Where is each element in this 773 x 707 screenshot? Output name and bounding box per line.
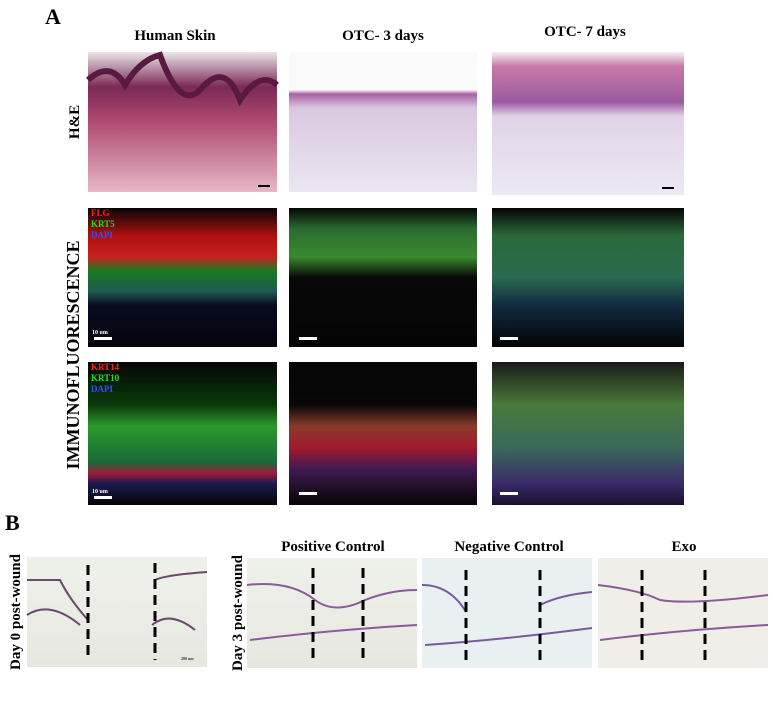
stain-label: KRT14: [91, 362, 120, 372]
scale-bar: [258, 185, 270, 187]
column-header: Human Skin: [134, 28, 216, 44]
wound-image: 200 um: [26, 557, 208, 667]
stain-label: DAPI: [91, 230, 113, 240]
if-image: [492, 208, 684, 347]
panel-label: B: [5, 510, 20, 535]
if-image: [88, 362, 277, 505]
scale-bar-label: 10 um: [92, 330, 108, 336]
if-image: [289, 362, 477, 505]
column-header: OTC- 7 days: [544, 24, 626, 40]
stain-label: KRT10: [91, 373, 120, 383]
column-header: Positive Control: [281, 539, 384, 555]
stain-label: FLG: [91, 208, 110, 218]
image: [598, 558, 768, 668]
if-image: [492, 362, 684, 505]
panel-label: A: [45, 4, 61, 29]
epidermis: [85, 51, 279, 107]
column-header: Exo: [671, 539, 696, 555]
scale-bar-label: 200 um: [181, 656, 194, 661]
wound-image: [421, 558, 593, 668]
scale-bar: [299, 337, 317, 340]
tissue: [246, 583, 418, 641]
tissue: [597, 584, 769, 641]
if-image: [289, 208, 477, 347]
tissue: [421, 584, 593, 646]
stain-label: DAPI: [91, 384, 113, 394]
row-label: H&E: [67, 105, 83, 139]
wound-image: [246, 558, 418, 668]
column-header: OTC- 3 days: [342, 28, 424, 44]
row-label: Day 3 post-wound: [230, 554, 246, 671]
scale-bar-label: 10 um: [92, 489, 108, 495]
scale-bar: [94, 337, 112, 340]
image: [422, 558, 592, 668]
scale-bar: [500, 492, 518, 495]
row-label: IMMUNOFLUORESCENCE: [63, 240, 83, 469]
stain-label: KRT5: [91, 219, 115, 229]
column-header: Negative Control: [454, 539, 563, 555]
scale-bar: [662, 187, 674, 189]
wound-image: [597, 558, 769, 668]
row-label: Day 0 post-wound: [8, 553, 24, 670]
he-image: [289, 52, 477, 192]
image: [27, 557, 207, 667]
tissue: [26, 571, 208, 631]
scale-bar: [299, 492, 317, 495]
scale-bar: [94, 496, 112, 499]
scale-bar: [500, 337, 518, 340]
image: [247, 558, 417, 668]
if-image: [88, 208, 277, 347]
he-image: [492, 52, 684, 195]
